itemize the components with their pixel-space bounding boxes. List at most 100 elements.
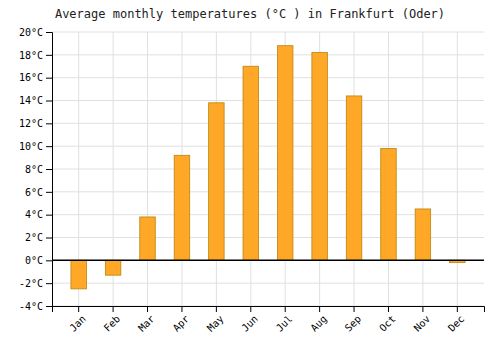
grid-line [422,32,423,306]
tick-label: Oct [377,313,398,334]
tick-label: Nov [412,313,433,334]
bar [140,217,155,260]
tick-mark [46,146,52,147]
tick-label: 10°C [19,141,43,152]
tick-label: Jun [239,313,260,334]
tick-label: Jul [274,313,295,334]
tick-mark [388,306,389,312]
tick-mark [46,78,52,79]
tick: Sep [343,306,364,334]
tick-mark [46,169,52,170]
tick-mark [46,283,52,284]
x-axis: Jan Feb Mar Apr May Jun Jul Aug Sep Oct Nov Dec [53,306,485,334]
bar [174,155,189,260]
tick-mark [46,123,52,124]
tick-mark [46,101,52,102]
axis-line [46,33,53,307]
tick-label: May [205,313,226,334]
tick-label: 20°C [19,27,43,38]
tick: Feb [102,306,123,334]
grid-line [52,260,484,261]
tick: 2°C [25,232,52,243]
bar [105,260,120,275]
tick-label: Aug [308,313,329,334]
tick-mark [147,306,148,312]
bar [346,96,361,260]
tick: 6°C [25,187,52,198]
tick: Apr [171,306,192,334]
grid-line [52,32,484,33]
grid-line [52,191,484,192]
tick-label: 8°C [25,164,43,175]
tick-label: 18°C [19,50,43,61]
grid-line [52,77,484,78]
tick-label: 12°C [19,118,43,129]
tick-label: 2°C [25,232,43,243]
tick-label: Dec [446,313,467,334]
bar [243,66,258,260]
tick: 12°C [19,118,52,129]
tick-mark [285,306,286,312]
axis-line [53,307,485,313]
tick-label: 14°C [19,95,43,106]
tick: -4°C [19,301,52,312]
grid-line [52,123,484,124]
tick-mark [250,306,251,312]
tick: 4°C [25,209,52,220]
tick-mark [46,306,52,307]
tick-mark [46,238,52,239]
tick-mark [354,306,355,312]
bar [71,260,86,289]
tick: Aug [308,306,329,334]
tick-mark [78,306,79,312]
tick: Jul [274,306,295,334]
grid [52,32,484,306]
title: Average monthly temperatures (°C ) in Fr… [55,7,445,21]
tick-label: Sep [343,313,364,334]
y-axis: -4°C -2°C 0°C 2°C 4°C 6°C 8°C 10°C 12°C 14°C 16°C 1… [19,27,53,312]
tick-label: -4°C [19,301,43,312]
tick: Dec [446,306,467,334]
chart: -4°C -2°C 0°C 2°C 4°C 6°C 8°C 10°C 12°C 14°C 16°C 1… [0,0,500,350]
grid-line [52,169,484,170]
tick-mark [46,55,52,56]
tick-mark [216,306,217,312]
grid-line [457,32,458,306]
tick: 20°C [19,27,52,38]
tick: Mar [136,306,157,334]
tick-mark [457,306,458,312]
grid-line [147,32,148,306]
tick: 16°C [19,72,52,83]
bar [415,209,430,260]
tick: May [205,306,226,334]
tick: 0°C [25,255,52,266]
tick-mark [422,306,423,312]
tick-mark [46,192,52,193]
tick: Oct [377,306,398,334]
tick-label: 0°C [25,255,43,266]
tick-mark [46,215,52,216]
tick-mark [319,306,320,312]
bar [381,148,396,260]
tick-label: -2°C [19,278,43,289]
tick: -2°C [19,278,52,289]
bar [277,46,292,261]
tick-label: Feb [102,313,123,334]
bar [312,53,327,261]
tick: 14°C [19,95,52,106]
grid-line [52,54,484,55]
tick-label: Mar [136,313,157,334]
tick-mark [181,306,182,312]
tick: 8°C [25,164,52,175]
tick-mark [113,306,114,312]
tick: Jun [239,306,260,334]
tick-label: 4°C [25,209,43,220]
tick-mark [46,32,52,33]
tick-label: Apr [171,313,192,334]
tick: Jan [67,306,88,334]
plot: -4°C -2°C 0°C 2°C 4°C 6°C 8°C 10°C 12°C 14°C 16°C 1… [19,27,485,334]
tick: 10°C [19,141,52,152]
tick: 18°C [19,50,52,61]
tick-mark [46,260,52,261]
tick-label: Jan [67,313,88,334]
